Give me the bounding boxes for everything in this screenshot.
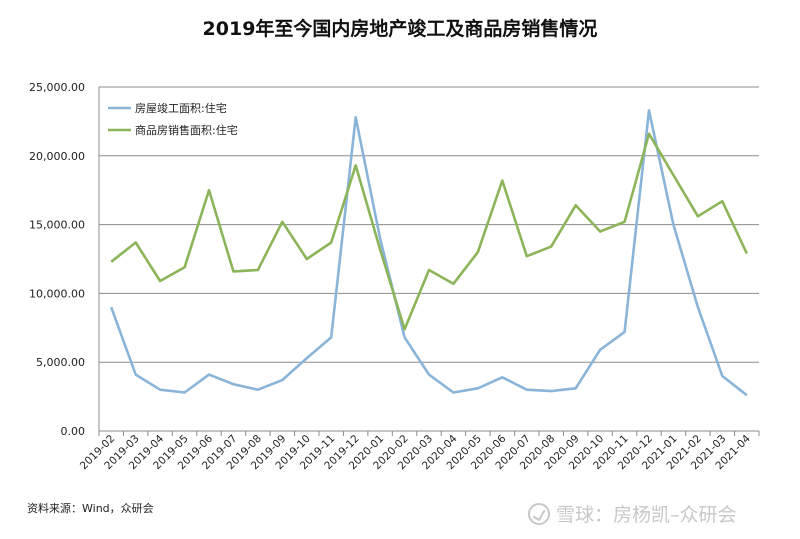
x-tick-labels: 2019-022019-032019-042019-052019-062019-… [78,432,753,472]
y-tick-labels: 0.00 5,000.00 10,000.00 15,000.00 20,000.00 2… [29,81,85,438]
series-line [109,109,748,397]
y-tick-label: 10,000.00 [29,287,85,300]
y-tick-label: 20,000.00 [29,150,85,163]
legend-label: 商品房销售面积:住宅 [135,123,238,137]
y-tick-label: 15,000.00 [29,219,85,232]
watermark: 雪球：房杨凯–众研会 [528,500,737,527]
y-tick-label: 5,000.00 [36,356,85,369]
chart-title: 2019年至今国内房地产竣工及商品房销售情况 [202,18,598,40]
series-line [110,132,748,331]
watermark-text: 雪球：房杨凯–众研会 [556,504,737,526]
grid-lines [99,86,759,363]
y-tick-label: 0.00 [61,425,86,438]
snowball-logo-icon [528,502,550,525]
series-lines [109,109,748,397]
y-tick-label: 25,000.00 [29,81,85,94]
legend-label: 房屋竣工面积:住宅 [135,101,227,115]
source-note: 资料来源：Wind，众研会 [27,502,154,515]
axes [98,87,760,436]
